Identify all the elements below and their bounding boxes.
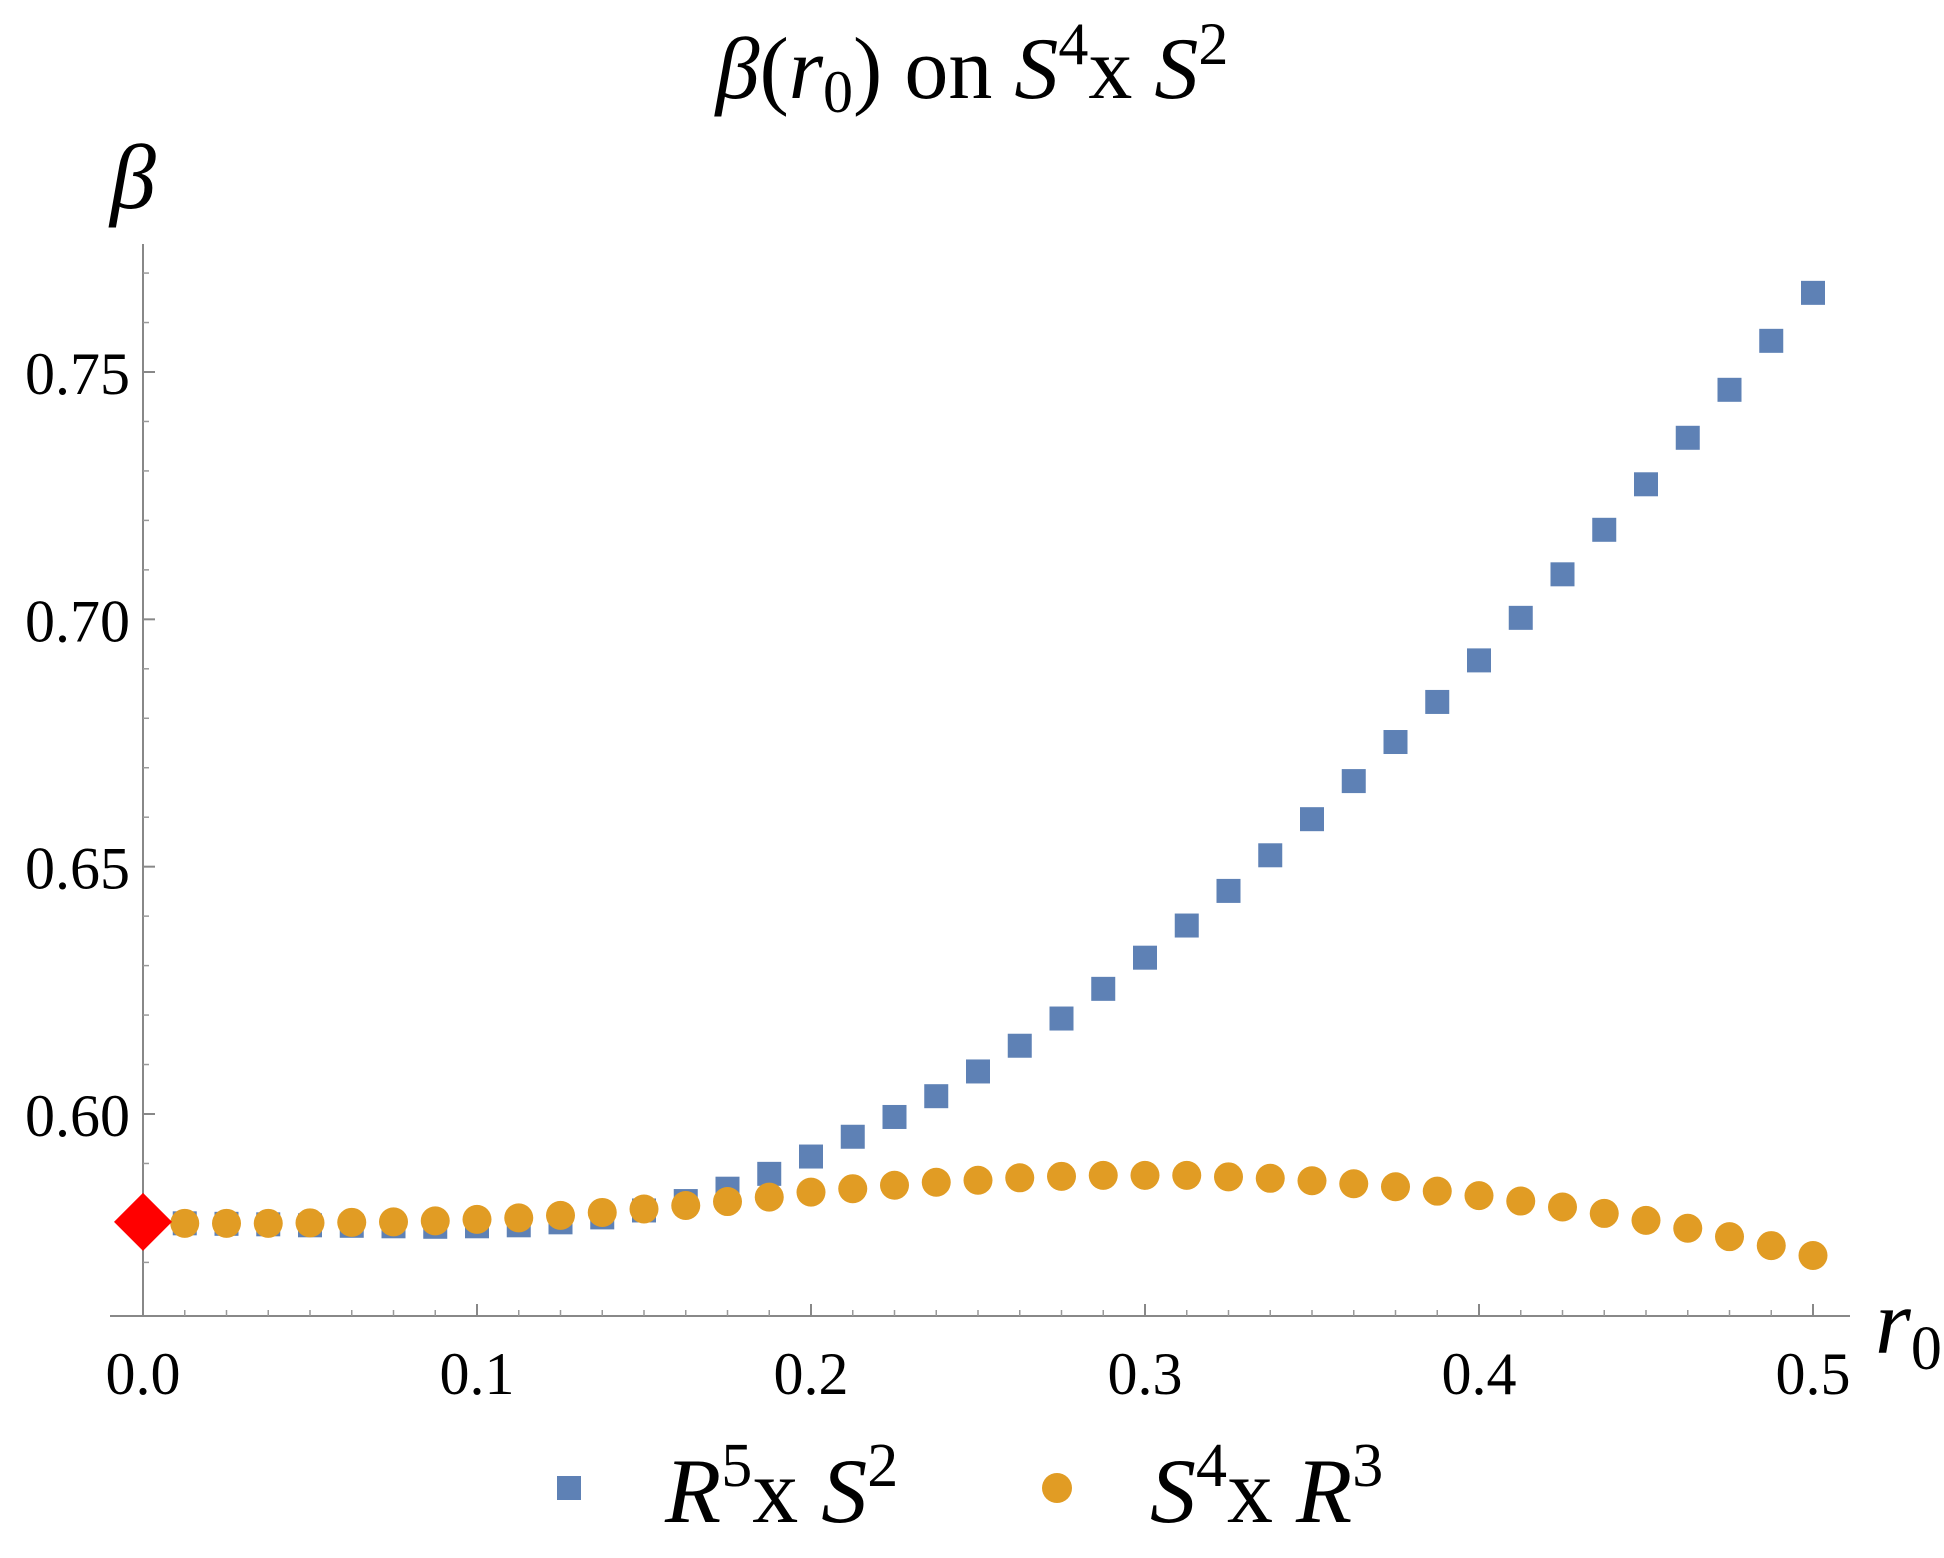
square-point	[966, 1059, 990, 1084]
legend: R5x S2 S4x R3	[557, 1432, 1383, 1542]
axis-tick-labels: 0.0 0.1 0.2 0.3 0.4 0.5 0.60 0.65 0.70 0.75	[25, 341, 1851, 1407]
circle-point	[253, 1208, 283, 1238]
square-point	[1216, 878, 1241, 903]
x-axis-label: r0	[1875, 1271, 1942, 1383]
circle-point	[713, 1187, 742, 1217]
circle-point	[838, 1174, 868, 1204]
circle-point	[921, 1167, 951, 1197]
circle-point	[1297, 1166, 1327, 1196]
y-axis-label: β	[108, 126, 156, 228]
square-point	[1174, 913, 1199, 938]
circle-point	[1464, 1181, 1494, 1211]
circle-point	[1798, 1240, 1828, 1270]
diamond-point	[114, 1192, 172, 1251]
x-tick-label: 0.5	[1776, 1341, 1851, 1407]
legend-marker-square	[557, 1476, 581, 1500]
y-tick-label: 0.60	[25, 1083, 130, 1149]
x-tick-label: 0.0	[106, 1341, 181, 1407]
circle-point	[880, 1170, 909, 1200]
circle-point	[1715, 1222, 1744, 1252]
square-point	[1550, 562, 1575, 587]
square-point	[1467, 648, 1491, 673]
circle-point	[337, 1207, 367, 1237]
circle-point	[1548, 1192, 1577, 1222]
circle-point	[1172, 1160, 1202, 1190]
circle-point	[462, 1204, 492, 1234]
legend-marker-circle	[1042, 1473, 1072, 1503]
square-point	[1300, 807, 1324, 832]
square-point	[1634, 472, 1658, 497]
circle-point	[587, 1197, 617, 1227]
square-point	[1383, 730, 1408, 755]
square-point	[1675, 425, 1700, 450]
series-2	[170, 1160, 1828, 1270]
circle-point	[1756, 1231, 1786, 1261]
circle-point	[295, 1208, 325, 1238]
circle-point	[379, 1207, 408, 1237]
circle-point	[963, 1165, 993, 1195]
circle-point	[1673, 1213, 1703, 1243]
square-point	[1801, 280, 1825, 305]
x-tick-label: 0.2	[774, 1341, 849, 1407]
circle-point	[1130, 1160, 1160, 1190]
x-tick-label: 0.3	[1108, 1341, 1183, 1407]
square-point	[1258, 843, 1283, 868]
circle-point	[504, 1203, 534, 1233]
chart-title: β(r0) on S4x S2	[714, 11, 1229, 125]
circle-point	[1631, 1205, 1661, 1235]
square-point	[882, 1104, 907, 1129]
y-tick-label: 0.70	[25, 588, 130, 654]
square-point	[1049, 1006, 1074, 1031]
square-point	[924, 1084, 949, 1109]
circle-point	[420, 1206, 450, 1236]
circle-point	[1422, 1176, 1452, 1206]
circle-point	[629, 1194, 659, 1224]
square-point	[1341, 769, 1366, 794]
circle-point	[1381, 1172, 1410, 1202]
circle-point	[754, 1182, 784, 1212]
data-series	[114, 280, 1828, 1270]
circle-point	[1506, 1186, 1536, 1216]
square-point	[1592, 517, 1617, 542]
legend-label-series-1: R5x S2	[664, 1432, 898, 1542]
circle-point	[546, 1200, 575, 1230]
square-point	[1759, 328, 1784, 353]
y-tick-label: 0.65	[25, 836, 130, 902]
square-point	[1007, 1033, 1032, 1058]
circle-point	[1255, 1163, 1285, 1193]
axis-ticks	[142, 272, 1814, 1316]
x-tick-label: 0.1	[440, 1341, 515, 1407]
square-point	[1091, 976, 1116, 1001]
square-point	[799, 1144, 823, 1169]
y-tick-label: 0.75	[25, 341, 130, 407]
circle-point	[1047, 1161, 1076, 1191]
circle-point	[170, 1208, 200, 1238]
x-tick-label: 0.4	[1442, 1341, 1517, 1407]
circle-point	[1005, 1163, 1035, 1193]
circle-point	[1589, 1198, 1619, 1228]
circle-point	[1214, 1162, 1243, 1192]
square-point	[757, 1161, 782, 1186]
circle-point	[1339, 1169, 1369, 1199]
circle-point	[796, 1177, 826, 1207]
circle-point	[1088, 1160, 1118, 1190]
square-point	[1508, 605, 1533, 630]
square-point	[840, 1124, 865, 1149]
circle-point	[212, 1208, 241, 1238]
series-1	[172, 280, 1825, 1239]
square-point	[1717, 377, 1742, 402]
legend-label-series-2: S4x R3	[1150, 1432, 1383, 1542]
square-point	[1133, 945, 1157, 970]
circle-point	[671, 1191, 701, 1221]
square-point	[1425, 689, 1450, 714]
